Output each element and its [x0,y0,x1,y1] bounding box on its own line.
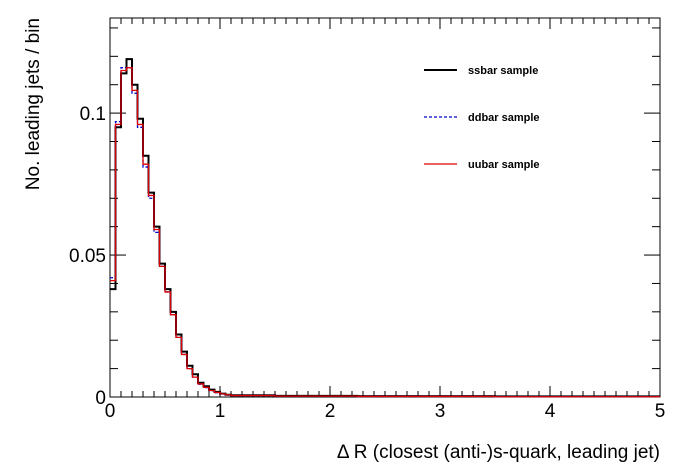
legend: ssbar sample ddbar sample uubar sample [424,65,540,171]
plot-frame [109,17,661,398]
x-tick-label: 4 [545,401,556,422]
y-tick-label: 0 [95,388,106,409]
legend-label-ssbar: ssbar sample [468,65,538,77]
y-axis-title: No. leading jets / bin [23,18,44,190]
series-line-ssbar [110,58,660,398]
series-group [110,58,660,398]
axis-ticks [109,18,661,398]
legend-label-ddbar: ddbar sample [468,112,540,124]
x-axis-title: Δ R (closest (anti-)s-quark, leading jet… [337,442,660,463]
y-tick-label: 0.1 [80,104,106,125]
x-tick-label: 0 [105,401,116,422]
series-line-uubar [110,67,660,398]
series-line-ddbar [110,67,660,398]
legend-label-uubar: uubar sample [468,159,540,171]
x-tick-label: 1 [215,401,226,422]
x-tick-label: 3 [435,401,446,422]
tick-labels: 0 1 2 3 4 5 0 0.05 0.1 [69,104,665,422]
x-tick-label: 5 [655,401,666,422]
x-tick-label: 2 [325,401,336,422]
y-tick-label: 0.05 [69,246,106,267]
